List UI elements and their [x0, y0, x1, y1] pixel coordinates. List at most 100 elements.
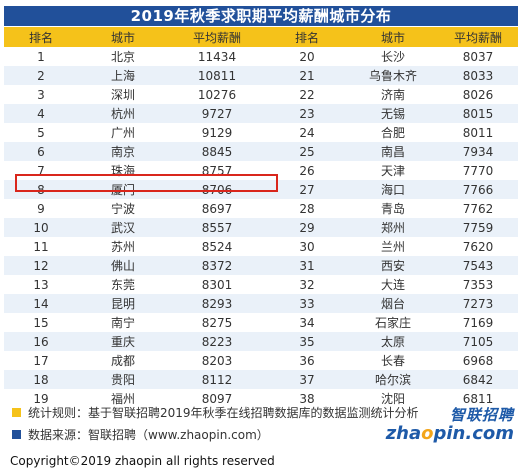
rank-cell: 33	[266, 294, 348, 313]
rank-cell: 19	[4, 389, 78, 408]
city-cell: 上海	[78, 66, 168, 85]
rank-cell: 26	[266, 161, 348, 180]
city-cell: 南京	[78, 142, 168, 161]
salary-cell: 8203	[168, 351, 266, 370]
table-row: 10 武汉 8557 29 郑州 7759	[4, 218, 518, 237]
note-rule-text: 统计规则：基于智联招聘2019年秋季在线招聘数据库的数据监测统计分析	[28, 406, 419, 420]
zhaopin-logo: 智联招聘 zhaopin.com	[386, 404, 514, 444]
table-row: 12 佛山 8372 31 西安 7543	[4, 256, 518, 275]
table-row: 14 昆明 8293 33 烟台 7273	[4, 294, 518, 313]
salary-cell: 7934	[438, 142, 518, 161]
note-source-text: 数据来源：智联招聘（www.zhaopin.com）	[28, 428, 269, 442]
rank-cell: 2	[4, 66, 78, 85]
rank-cell: 9	[4, 199, 78, 218]
rank-cell: 10	[4, 218, 78, 237]
salary-cell: 8223	[168, 332, 266, 351]
rank-cell: 4	[4, 104, 78, 123]
salary-cell: 8033	[438, 66, 518, 85]
rank-cell: 29	[266, 218, 348, 237]
salary-cell: 7353	[438, 275, 518, 294]
city-cell: 石家庄	[348, 313, 438, 332]
rank-cell: 38	[266, 389, 348, 408]
rank-cell: 5	[4, 123, 78, 142]
rank-cell: 1	[4, 47, 78, 66]
city-cell: 深圳	[78, 85, 168, 104]
rank-cell: 8	[4, 180, 78, 199]
table-row: 8 厦门 8706 27 海口 7766	[4, 180, 518, 199]
salary-cell: 8697	[168, 199, 266, 218]
city-cell: 北京	[78, 47, 168, 66]
city-cell: 大连	[348, 275, 438, 294]
table-row: 13 东莞 8301 32 大连 7353	[4, 275, 518, 294]
rank-cell: 14	[4, 294, 78, 313]
salary-cell: 6968	[438, 351, 518, 370]
city-cell: 杭州	[78, 104, 168, 123]
rank-cell: 21	[266, 66, 348, 85]
table-row: 2 上海 10811 21 乌鲁木齐 8033	[4, 66, 518, 85]
city-cell: 济南	[348, 85, 438, 104]
rank-cell: 12	[4, 256, 78, 275]
rank-cell: 34	[266, 313, 348, 332]
city-cell: 南昌	[348, 142, 438, 161]
city-cell: 天津	[348, 161, 438, 180]
salary-cell: 8706	[168, 180, 266, 199]
salary-cell: 8015	[438, 104, 518, 123]
salary-cell: 8011	[438, 123, 518, 142]
header-salary: 平均薪酬	[438, 27, 518, 47]
table-row: 4 杭州 9727 23 无锡 8015	[4, 104, 518, 123]
table-row: 19 福州 8097 38 沈阳 6811	[4, 389, 518, 408]
city-cell: 合肥	[348, 123, 438, 142]
city-cell: 哈尔滨	[348, 370, 438, 389]
city-cell: 太原	[348, 332, 438, 351]
salary-cell: 6842	[438, 370, 518, 389]
table-row: 9 宁波 8697 28 青岛 7762	[4, 199, 518, 218]
table-row: 17 成都 8203 36 长春 6968	[4, 351, 518, 370]
logo-en-text: zhaopin.com	[385, 423, 514, 444]
table-row: 1 北京 11434 20 长沙 8037	[4, 47, 518, 66]
note-rule: 统计规则：基于智联招聘2019年秋季在线招聘数据库的数据监测统计分析	[10, 402, 430, 424]
salary-cell: 8293	[168, 294, 266, 313]
rank-cell: 28	[266, 199, 348, 218]
city-cell: 贵阳	[78, 370, 168, 389]
city-cell: 青岛	[348, 199, 438, 218]
table-row: 3 深圳 10276 22 济南 8026	[4, 85, 518, 104]
city-cell: 武汉	[78, 218, 168, 237]
salary-cell: 7620	[438, 237, 518, 256]
logo-cn-text: 智联招聘	[449, 406, 514, 424]
table-row: 15 南宁 8275 34 石家庄 7169	[4, 313, 518, 332]
notes: 统计规则：基于智联招聘2019年秋季在线招聘数据库的数据监测统计分析 数据来源：…	[10, 402, 430, 446]
salary-cell: 7543	[438, 256, 518, 275]
highlight-box	[15, 174, 278, 192]
city-cell: 海口	[348, 180, 438, 199]
salary-cell: 8097	[168, 389, 266, 408]
table-row: 16 重庆 8223 35 太原 7105	[4, 332, 518, 351]
salary-cell: 8026	[438, 85, 518, 104]
salary-cell: 8275	[168, 313, 266, 332]
rank-cell: 31	[266, 256, 348, 275]
salary-cell: 9129	[168, 123, 266, 142]
city-cell: 佛山	[78, 256, 168, 275]
rank-cell: 23	[266, 104, 348, 123]
header-city: 城市	[78, 27, 168, 47]
salary-cell: 8524	[168, 237, 266, 256]
salary-cell: 9727	[168, 104, 266, 123]
header-rank: 排名	[4, 27, 78, 47]
city-cell: 重庆	[78, 332, 168, 351]
city-cell: 宁波	[78, 199, 168, 218]
rank-cell: 3	[4, 85, 78, 104]
salary-cell: 8037	[438, 47, 518, 66]
salary-cell: 7770	[438, 161, 518, 180]
salary-cell: 7273	[438, 294, 518, 313]
city-cell: 西安	[348, 256, 438, 275]
city-cell: 长春	[348, 351, 438, 370]
city-cell: 广州	[78, 123, 168, 142]
salary-cell: 7169	[438, 313, 518, 332]
salary-cell: 8301	[168, 275, 266, 294]
salary-cell: 7759	[438, 218, 518, 237]
yellow-square-icon	[12, 408, 21, 417]
header-salary: 平均薪酬	[168, 27, 266, 47]
city-cell: 成都	[78, 351, 168, 370]
salary-cell: 7766	[438, 180, 518, 199]
city-cell: 长沙	[348, 47, 438, 66]
